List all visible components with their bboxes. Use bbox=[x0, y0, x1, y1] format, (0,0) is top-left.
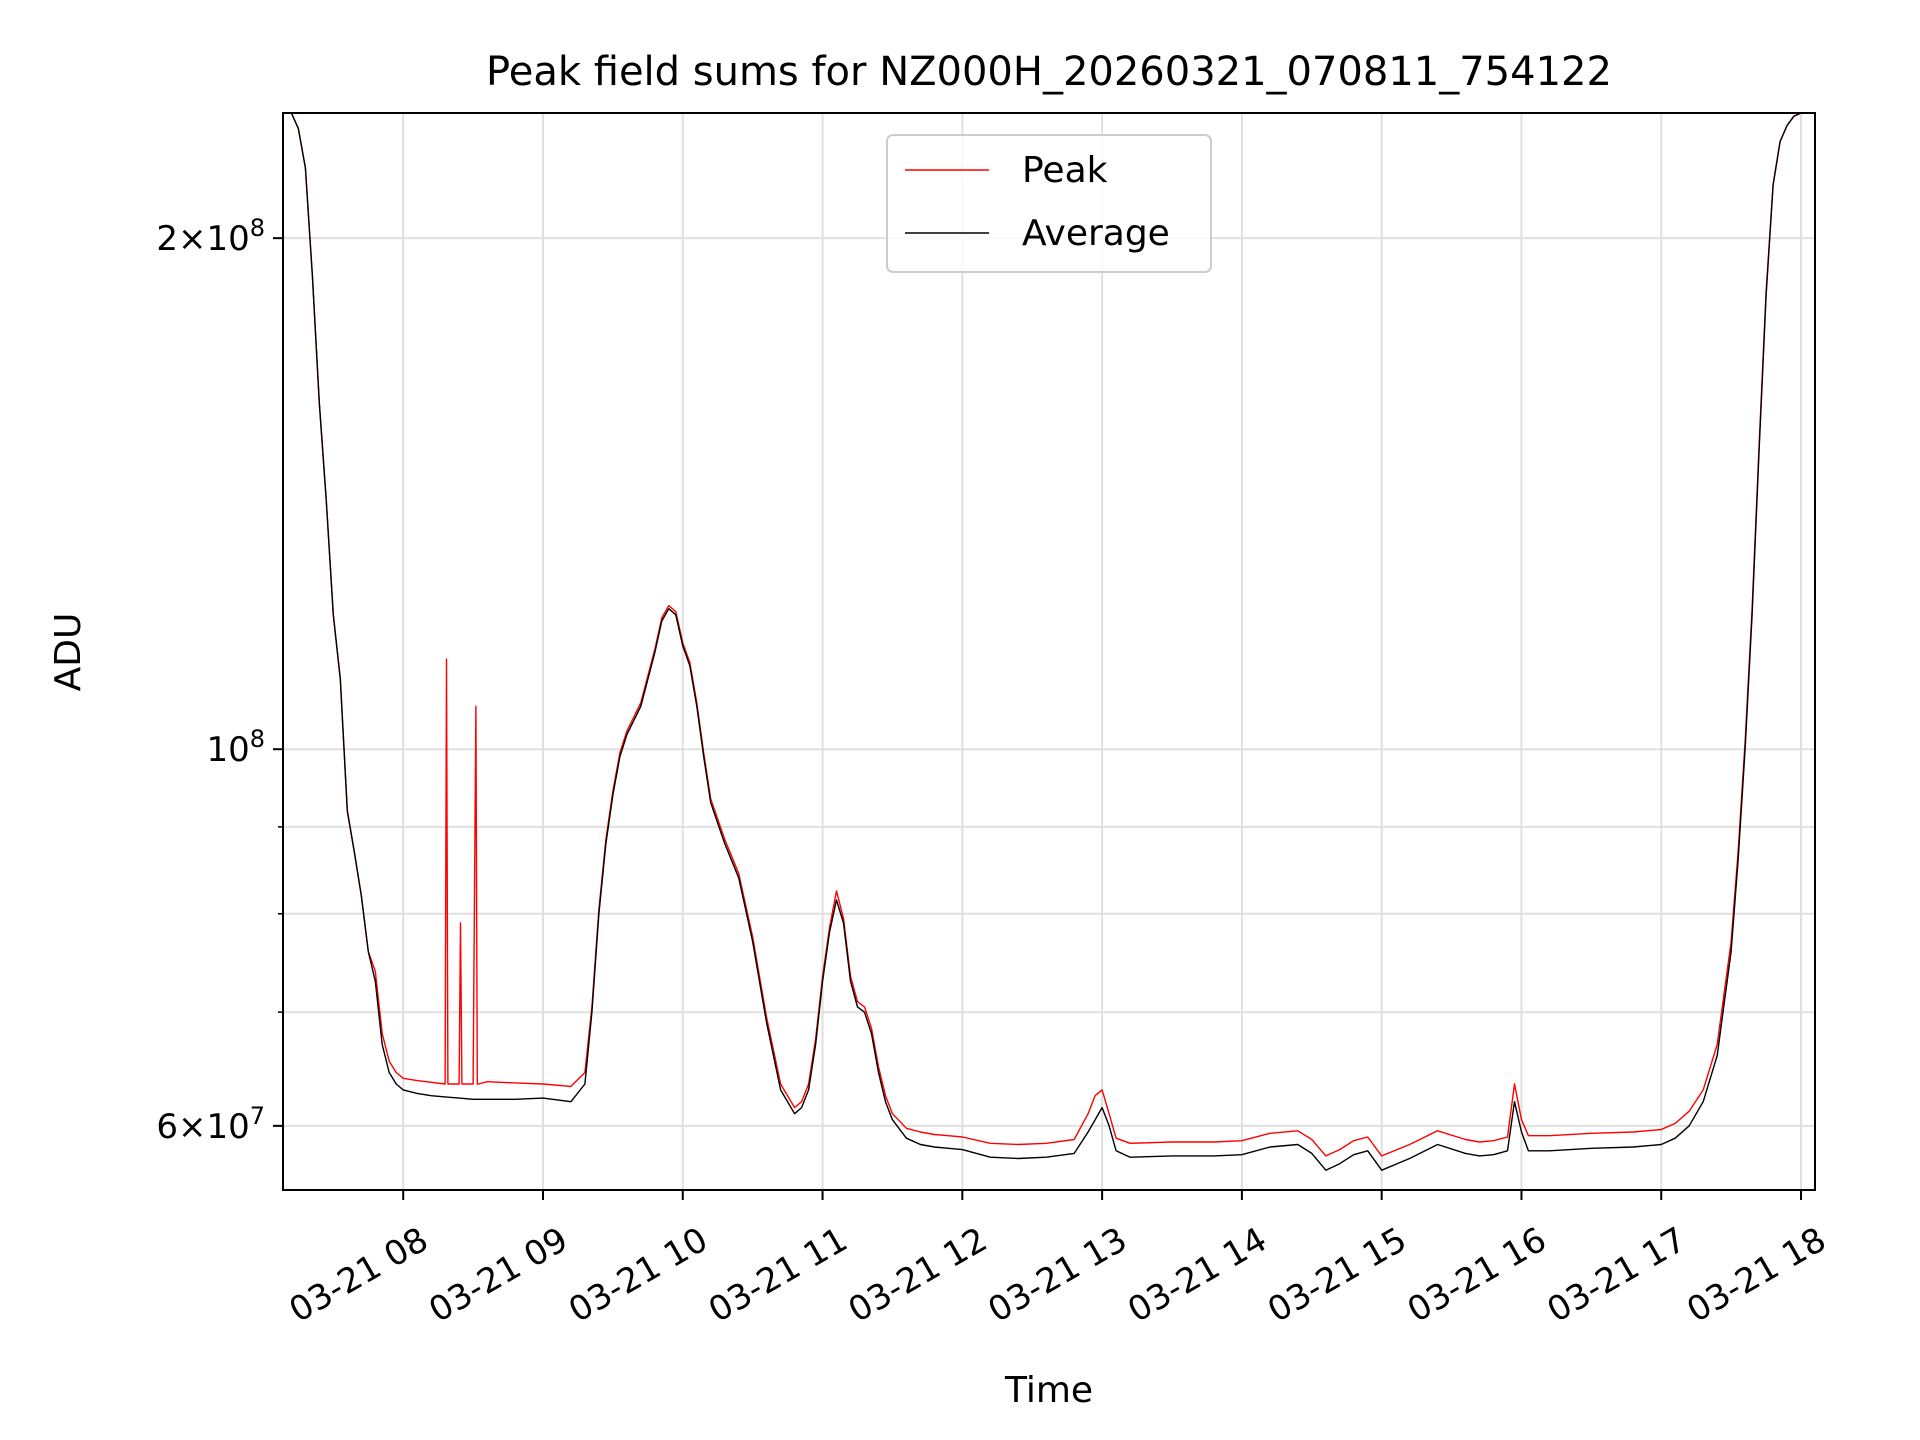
y-tick-exponent: 8 bbox=[250, 725, 265, 753]
y-tick-label: 6×107 bbox=[156, 1102, 265, 1147]
y-axis-label: ADU bbox=[48, 613, 89, 692]
y-tick-base: 10 bbox=[206, 730, 249, 770]
axes-frame bbox=[282, 112, 1816, 1191]
x-axis-label: Time bbox=[1004, 1370, 1093, 1411]
legend-label-average: Average bbox=[1022, 213, 1170, 254]
y-tick-label: 108 bbox=[206, 725, 265, 770]
series-line-peak bbox=[283, 112, 1815, 1157]
plot-area bbox=[283, 113, 1815, 1190]
y-tick-label: 2×108 bbox=[156, 214, 265, 259]
legend: Peak Average bbox=[886, 134, 1212, 273]
data-series bbox=[283, 112, 1815, 1171]
y-tick-exponent: 8 bbox=[250, 214, 265, 242]
legend-label-peak: Peak bbox=[1022, 150, 1108, 191]
y-tick-base: 2×10 bbox=[156, 219, 249, 259]
y-tick-base: 6×10 bbox=[156, 1107, 249, 1147]
series-line-average bbox=[283, 112, 1815, 1171]
chart-title: Peak field sums for NZ000H_20260321_0708… bbox=[486, 49, 1612, 95]
axis-ticks bbox=[273, 237, 1803, 1200]
y-tick-exponent: 7 bbox=[250, 1102, 265, 1130]
